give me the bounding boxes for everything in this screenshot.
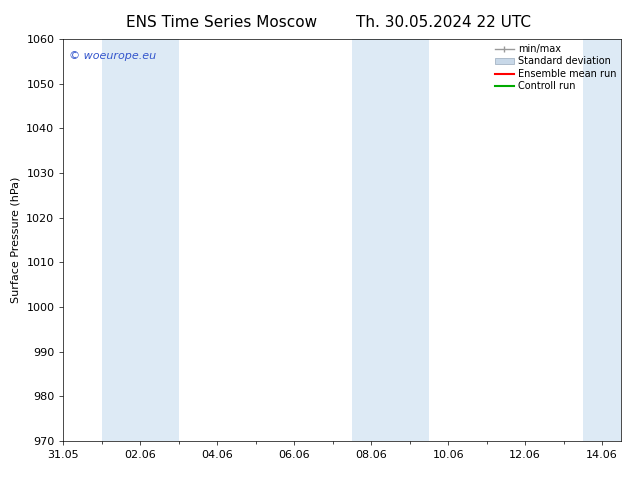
Bar xyxy=(352,39,429,441)
Bar xyxy=(583,39,634,441)
Legend: min/max, Standard deviation, Ensemble mean run, Controll run: min/max, Standard deviation, Ensemble me… xyxy=(493,42,618,93)
Bar xyxy=(102,39,179,441)
Text: Th. 30.05.2024 22 UTC: Th. 30.05.2024 22 UTC xyxy=(356,15,531,30)
Y-axis label: Surface Pressure (hPa): Surface Pressure (hPa) xyxy=(11,177,21,303)
Text: ENS Time Series Moscow: ENS Time Series Moscow xyxy=(126,15,318,30)
Text: © woeurope.eu: © woeurope.eu xyxy=(69,51,156,61)
